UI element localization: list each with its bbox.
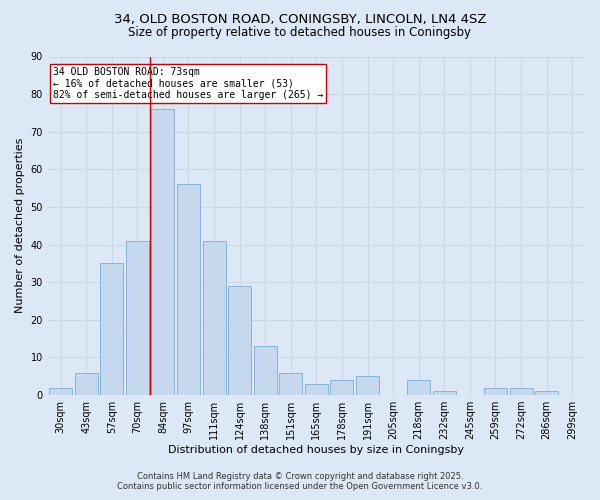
Bar [535,392,558,395]
Bar [280,372,302,395]
Text: 34 OLD BOSTON ROAD: 73sqm
← 16% of detached houses are smaller (53)
82% of semi-: 34 OLD BOSTON ROAD: 73sqm ← 16% of detac… [53,66,323,100]
Bar [484,388,507,395]
Bar [356,376,379,395]
Bar [151,109,175,395]
Bar [203,241,226,395]
Bar [177,184,200,395]
Bar [254,346,277,395]
Bar [433,392,456,395]
Bar [49,388,72,395]
Text: Contains HM Land Registry data © Crown copyright and database right 2025.
Contai: Contains HM Land Registry data © Crown c… [118,472,482,491]
Bar [100,264,123,395]
Bar [407,380,430,395]
Bar [331,380,353,395]
Bar [305,384,328,395]
Bar [509,388,533,395]
X-axis label: Distribution of detached houses by size in Coningsby: Distribution of detached houses by size … [169,445,464,455]
Bar [126,241,149,395]
Bar [74,372,98,395]
Bar [228,286,251,395]
Y-axis label: Number of detached properties: Number of detached properties [15,138,25,314]
Text: Size of property relative to detached houses in Coningsby: Size of property relative to detached ho… [128,26,472,39]
Text: 34, OLD BOSTON ROAD, CONINGSBY, LINCOLN, LN4 4SZ: 34, OLD BOSTON ROAD, CONINGSBY, LINCOLN,… [114,12,486,26]
